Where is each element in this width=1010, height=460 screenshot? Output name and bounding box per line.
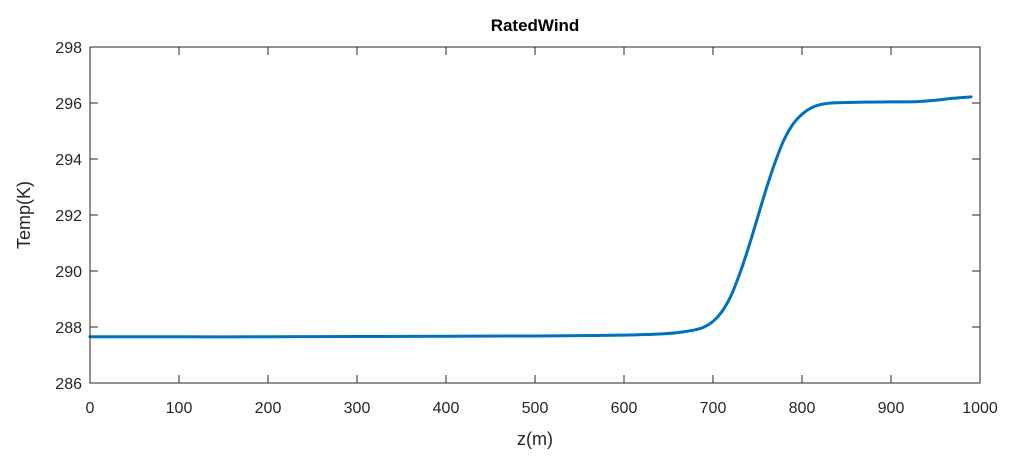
chart-title: RatedWind <box>491 16 580 35</box>
y-tick-label: 288 <box>55 320 82 337</box>
x-tick-label: 0 <box>86 400 95 417</box>
x-tick-label: 400 <box>433 400 460 417</box>
x-tick-label: 1000 <box>962 400 998 417</box>
x-axis-label: z(m) <box>517 429 553 449</box>
x-tick-label: 300 <box>344 400 371 417</box>
y-tick-label: 290 <box>55 264 82 281</box>
y-tick-label: 296 <box>55 96 82 113</box>
x-tick-labels: 0 100 200 300 400 500 600 700 800 900 1000 <box>86 400 998 417</box>
y-tick-label: 286 <box>55 376 82 393</box>
x-tick-label: 200 <box>255 400 282 417</box>
y-tick-label: 298 <box>55 40 82 57</box>
x-tick-label: 900 <box>878 400 905 417</box>
axes-box <box>89 46 981 384</box>
x-tick-label: 600 <box>611 400 638 417</box>
y-axis-label: Temp(K) <box>14 181 34 249</box>
x-tick-label: 500 <box>522 400 549 417</box>
y-tick-labels: 286 288 290 292 294 296 298 <box>55 40 82 393</box>
x-tick-label: 100 <box>166 400 193 417</box>
x-tick-label: 700 <box>700 400 727 417</box>
temperature-series-line <box>88 95 973 339</box>
x-tick-label: 800 <box>789 400 816 417</box>
y-tick-label: 292 <box>55 208 82 225</box>
plot-area-background <box>90 47 980 383</box>
y-tick-label: 294 <box>55 152 82 169</box>
